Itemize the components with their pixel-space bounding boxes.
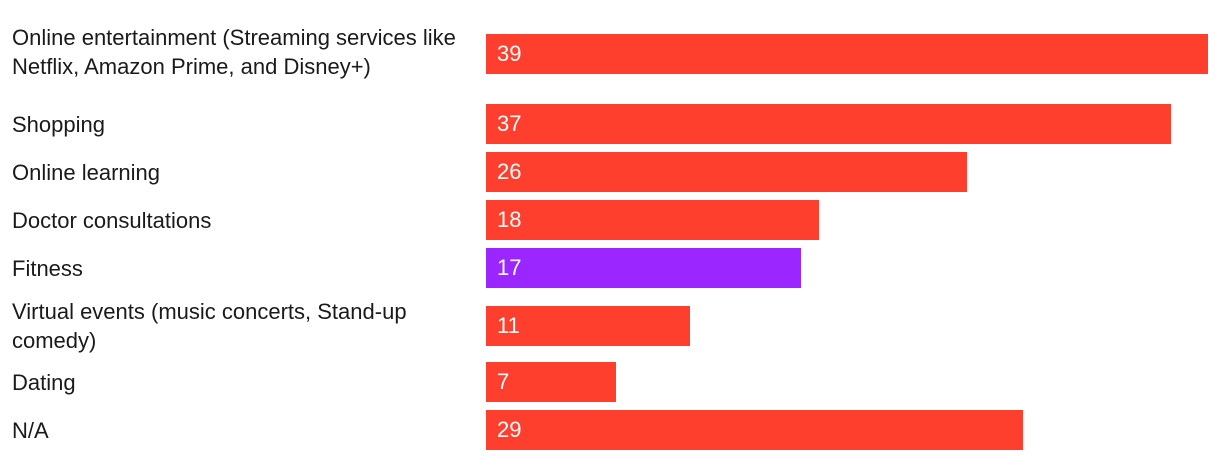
category-label: Dating: [12, 369, 76, 395]
data-label: 7: [497, 369, 510, 394]
data-label: 37: [497, 111, 522, 136]
bar: 11: [486, 306, 690, 346]
bar: 18: [486, 200, 819, 240]
data-label: 39: [497, 41, 522, 66]
category-label: Virtual events (music concerts, Stand-up…: [12, 299, 407, 353]
bar: 37: [486, 104, 1171, 144]
category-label: N/A: [12, 417, 49, 443]
category-label: Online entertainment (Streaming services…: [12, 25, 456, 79]
bar: 17: [486, 248, 801, 288]
category-label: Doctor consultations: [12, 207, 212, 233]
category-label: Online learning: [12, 159, 160, 185]
bar: 26: [486, 152, 967, 192]
data-label: 11: [497, 313, 520, 338]
data-label: 17: [497, 255, 522, 280]
bar: 29: [486, 410, 1023, 450]
category-label: Fitness: [12, 255, 83, 281]
bar: 7: [486, 362, 616, 402]
data-label: 18: [497, 207, 522, 232]
bar: 39: [486, 34, 1208, 74]
data-label: 29: [497, 417, 522, 442]
category-label: Shopping: [12, 111, 105, 137]
data-label: 26: [497, 159, 522, 184]
